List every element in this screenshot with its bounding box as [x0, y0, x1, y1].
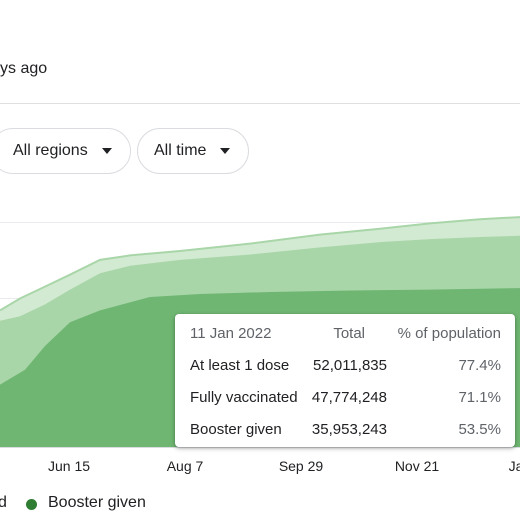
tooltip-row: Fully vaccinated 47,774,248 71.1%	[175, 389, 515, 409]
tooltip-row-pct: 53.5%	[458, 421, 501, 438]
tooltip-row-total: 35,953,243	[311, 421, 387, 438]
gridline	[0, 222, 520, 223]
tooltip-row-label: At least 1 dose	[190, 357, 290, 374]
x-tick-label: Aug 7	[166, 458, 204, 474]
tooltip-row: At least 1 dose 52,011,835 77.4%	[175, 357, 515, 377]
x-tick-label: Sep 29	[278, 458, 324, 474]
line-at-least-1-dose	[0, 216, 520, 312]
legend-dot-booster-icon	[26, 499, 37, 510]
legend-label-booster: Booster given	[48, 494, 146, 511]
time-filter-label: All time	[154, 142, 207, 159]
x-tick-label: Jun 15	[47, 458, 91, 474]
divider	[0, 103, 520, 104]
legend-label-fully-vaccinated: d	[0, 494, 7, 511]
x-tick-label: Ja	[508, 458, 520, 474]
dropdown-arrow-icon	[101, 148, 112, 154]
tooltip-col-pct: % of population	[397, 325, 501, 342]
dropdown-arrow-icon	[220, 148, 231, 154]
regions-filter-label: All regions	[13, 142, 88, 159]
x-tick-label: Nov 21	[394, 458, 440, 474]
tooltip-header: 11 Jan 2022 Total % of population	[175, 325, 515, 345]
tooltip-date: 11 Jan 2022	[190, 325, 272, 342]
chart-tooltip: 11 Jan 2022 Total % of population At lea…	[175, 314, 515, 447]
regions-filter-button[interactable]: All regions	[0, 128, 131, 174]
tooltip-row-total: 47,774,248	[311, 389, 387, 406]
tooltip-row-pct: 71.1%	[458, 389, 501, 406]
last-updated-text: ys ago	[0, 60, 48, 77]
tooltip-row-total: 52,011,835	[313, 357, 387, 374]
tooltip-row-pct: 77.4%	[458, 357, 501, 374]
tooltip-row-label: Booster given	[190, 421, 282, 438]
tooltip-row-label: Fully vaccinated	[190, 389, 298, 406]
tooltip-col-total: Total	[333, 325, 365, 342]
time-filter-button[interactable]: All time	[137, 128, 250, 174]
tooltip-row: Booster given 35,953,243 53.5%	[175, 421, 515, 441]
